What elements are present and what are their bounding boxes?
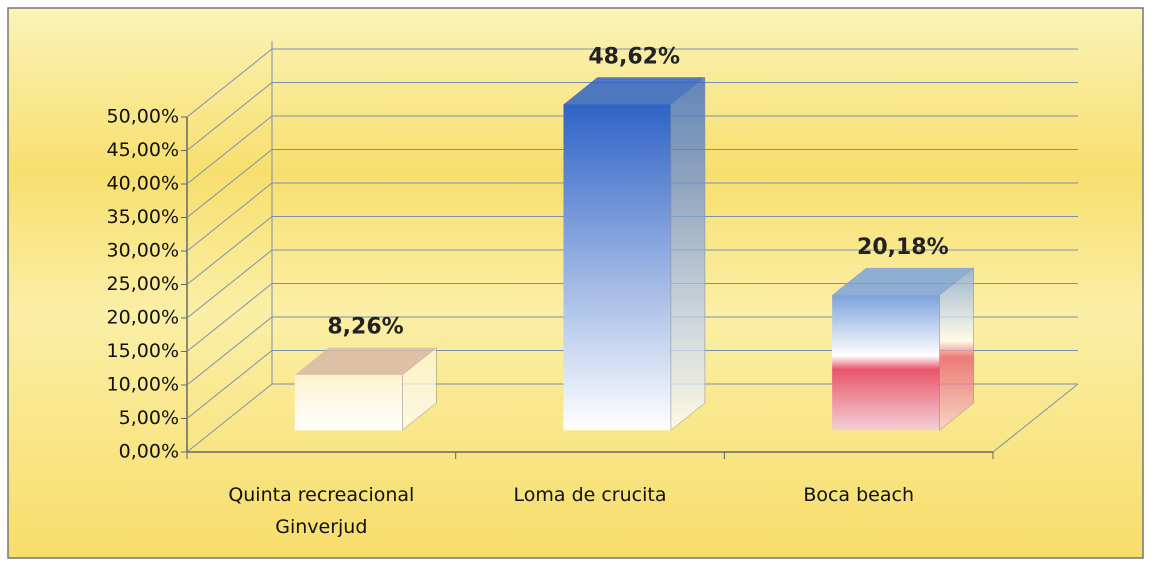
grid-line-side [186, 216, 273, 285]
bar-top [832, 267, 974, 296]
y-tick-label: 50,00% [107, 106, 179, 128]
bar [832, 295, 940, 431]
grid-line-side [186, 149, 273, 218]
bar [294, 374, 403, 431]
data-label: 8,26% [327, 315, 403, 340]
y-tick-label: 40,00% [107, 173, 179, 195]
grid-line-side [186, 350, 273, 419]
floor-right-edge [992, 383, 1079, 453]
grid-line-side [186, 249, 273, 319]
grid-line-side [186, 182, 273, 252]
bar-top [294, 347, 437, 375]
grid-line-side [186, 316, 273, 386]
data-label: 48,62% [588, 44, 680, 69]
grid-line-side [186, 283, 273, 352]
x-tick-label: Boca beach [803, 484, 914, 506]
y-tick-label: 0,00% [119, 441, 179, 463]
grid-line-side [186, 115, 273, 185]
y-tick-label: 35,00% [107, 206, 179, 228]
y-tick-label: 30,00% [107, 240, 179, 262]
bar-side [402, 347, 437, 431]
grid-line-side [186, 383, 273, 453]
bar-side [939, 267, 974, 431]
y-tick-label: 15,00% [107, 340, 179, 362]
y-tick-label: 25,00% [107, 273, 179, 295]
bar-top [563, 77, 705, 105]
x-tick-label: Quinta recreacional Ginverjud [228, 484, 415, 538]
y-tick-label: 10,00% [107, 374, 179, 396]
bar-side [670, 76, 706, 431]
grid-line-side [186, 82, 273, 151]
y-tick-label: 5,00% [119, 407, 179, 429]
y-tick-label: 45,00% [107, 139, 179, 161]
grid-line-side [186, 48, 273, 118]
data-label: 20,18% [857, 235, 949, 260]
x-tick-label: Loma de crucita [513, 484, 667, 506]
bar [563, 104, 671, 431]
y-tick-label: 20,00% [107, 307, 179, 329]
